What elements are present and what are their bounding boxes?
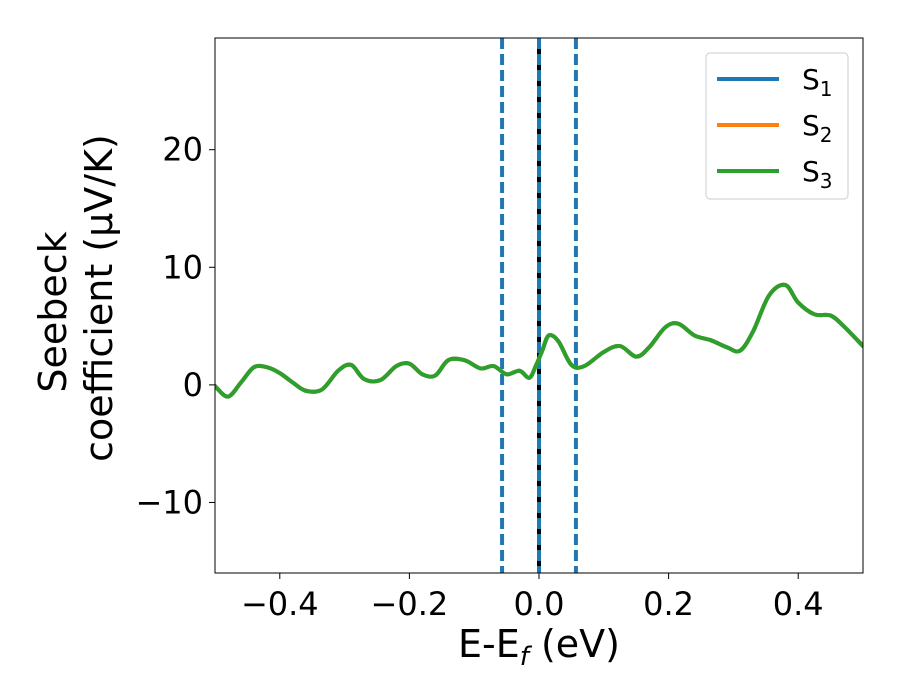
x-tick-label: 0.0 — [514, 585, 565, 623]
y-axis: −10 0 10 20 — [135, 131, 215, 521]
legend-label-S1: S1 — [802, 63, 833, 101]
x-axis: −0.4 −0.2 0.0 0.2 0.4 — [241, 573, 824, 623]
y-axis-label-line1: Seebeck — [31, 231, 75, 392]
x-tick-label: 0.4 — [773, 585, 824, 623]
y-tick-label: 10 — [162, 248, 203, 286]
y-tick-label: −10 — [135, 483, 203, 521]
x-tick-label: −0.4 — [241, 585, 319, 623]
series-lines — [215, 282, 863, 399]
x-tick-label: 0.2 — [643, 585, 694, 623]
y-axis-label: Seebeck coefficient (μV/K) — [31, 134, 121, 462]
legend-label-S2: S2 — [802, 109, 833, 147]
legend: S1 S2 S3 — [705, 52, 849, 200]
y-tick-label: 20 — [162, 131, 203, 169]
y-axis-label-line2: coefficient (μV/K) — [77, 134, 121, 462]
y-tick-label: 0 — [183, 366, 203, 404]
x-tick-label: −0.2 — [371, 585, 449, 623]
legend-label-S3: S3 — [802, 155, 833, 193]
reference-lines — [500, 38, 578, 573]
series-line-S3 — [215, 282, 863, 399]
x-axis-label: E-Ef (eV) — [458, 622, 620, 672]
